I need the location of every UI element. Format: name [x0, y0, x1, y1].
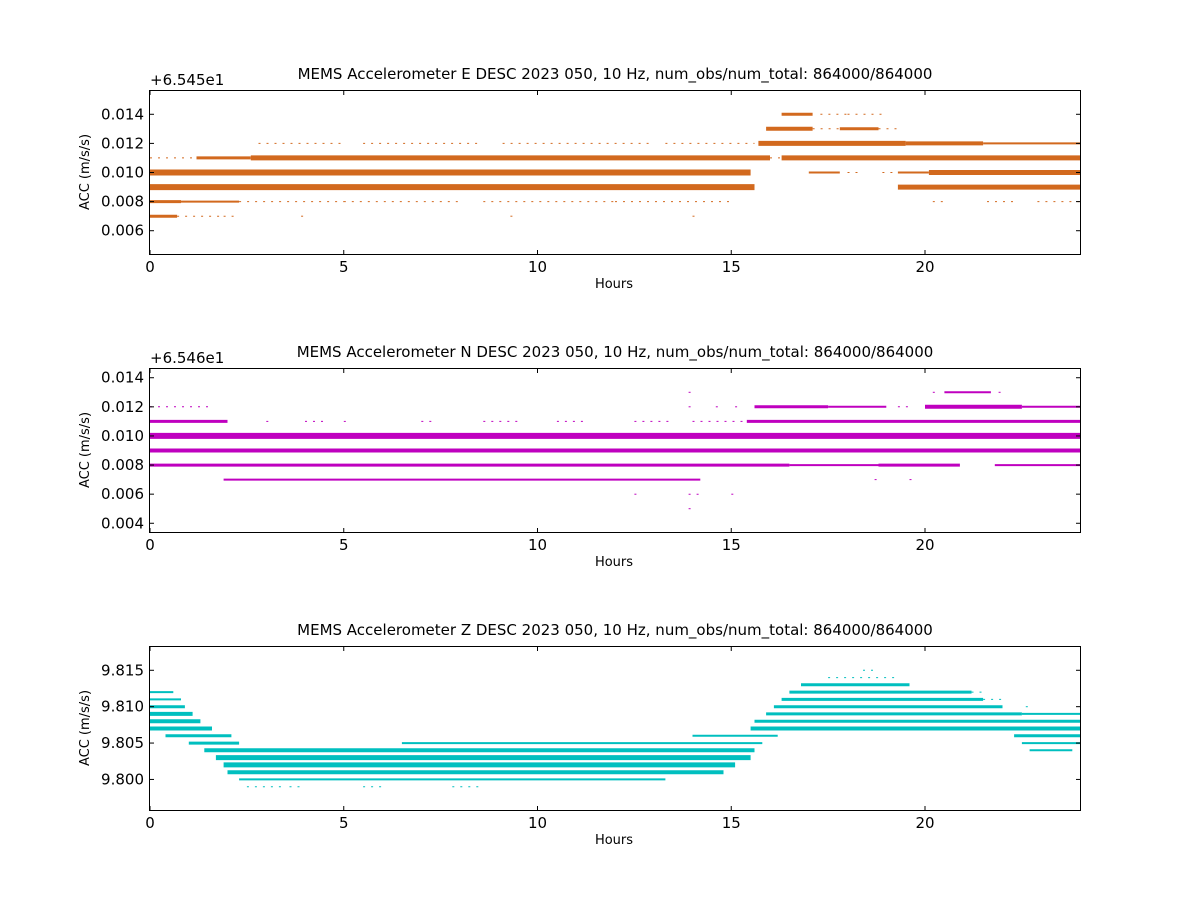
x-tick-label: 10 [528, 258, 547, 276]
plot-frame [149, 90, 1081, 255]
y-tick-label: 0.006 [101, 485, 144, 503]
y-axis-label: ACC (m/s/s) [78, 690, 93, 766]
y-tick-label: 0.012 [101, 134, 144, 152]
y-tick-label: 9.810 [101, 698, 144, 716]
x-tick-label: 5 [339, 536, 349, 554]
chart-panel-z: MEMS Accelerometer Z DESC 2023 050, 10 H… [78, 621, 1081, 848]
x-tick-label: 10 [528, 814, 547, 832]
y-tick-label: 0.008 [101, 456, 144, 474]
x-axis-label: Hours [595, 833, 633, 848]
x-tick-label: 20 [915, 536, 934, 554]
y-tick-label: 0.004 [101, 514, 144, 532]
x-tick-label: 10 [528, 536, 547, 554]
x-axis-label: Hours [595, 555, 633, 570]
y-offset-text: +6.546e1 [150, 349, 224, 367]
y-tick-label: 0.014 [101, 105, 144, 123]
data-marks [150, 112, 1080, 218]
x-tick-label: 0 [145, 814, 155, 832]
y-tick-label: 0.008 [101, 193, 144, 211]
chart-panel-n: MEMS Accelerometer N DESC 2023 050, 10 H… [78, 343, 1081, 570]
x-tick-label: 15 [722, 814, 741, 832]
x-tick-label: 20 [915, 814, 934, 832]
data-marks [150, 391, 1080, 510]
y-tick-label: 0.012 [101, 398, 144, 416]
y-tick-label: 9.800 [101, 770, 144, 788]
chart-panel-e: MEMS Accelerometer E DESC 2023 050, 10 H… [78, 65, 1081, 292]
x-tick-label: 0 [145, 258, 155, 276]
y-tick-label: 0.006 [101, 222, 144, 240]
data-marks [150, 669, 1080, 788]
y-offset-text: +6.545e1 [150, 71, 224, 89]
y-tick-label: 9.815 [101, 661, 144, 679]
x-tick-label: 0 [145, 536, 155, 554]
axis-ticks: 0 5 10 15 20 9.800 9.805 9.810 9.815 [101, 647, 1080, 832]
plot-frame [149, 646, 1081, 811]
y-axis-label: ACC (m/s/s) [78, 134, 93, 210]
x-axis-label: Hours [595, 277, 633, 292]
chart-title: MEMS Accelerometer Z DESC 2023 050, 10 H… [297, 621, 933, 640]
y-tick-label: 9.805 [101, 734, 144, 752]
y-axis-label: ACC (m/s/s) [78, 412, 93, 488]
y-tick-label: 0.014 [101, 369, 144, 387]
axis-ticks: 0 5 10 15 20 0.006 0.008 0.010 0.012 0.014 [101, 91, 1080, 276]
x-tick-label: 5 [339, 814, 349, 832]
x-tick-label: 15 [722, 536, 741, 554]
y-tick-label: 0.010 [101, 164, 144, 182]
axis-ticks: 0 5 10 15 20 0.004 0.006 0.008 0.010 0.012 0.014 [101, 369, 1080, 554]
x-tick-label: 5 [339, 258, 349, 276]
plot-frame [149, 368, 1081, 533]
chart-title: MEMS Accelerometer N DESC 2023 050, 10 H… [297, 343, 934, 362]
x-tick-label: 15 [722, 258, 741, 276]
x-tick-label: 20 [915, 258, 934, 276]
chart-title: MEMS Accelerometer E DESC 2023 050, 10 H… [298, 65, 933, 84]
y-tick-label: 0.010 [101, 427, 144, 445]
